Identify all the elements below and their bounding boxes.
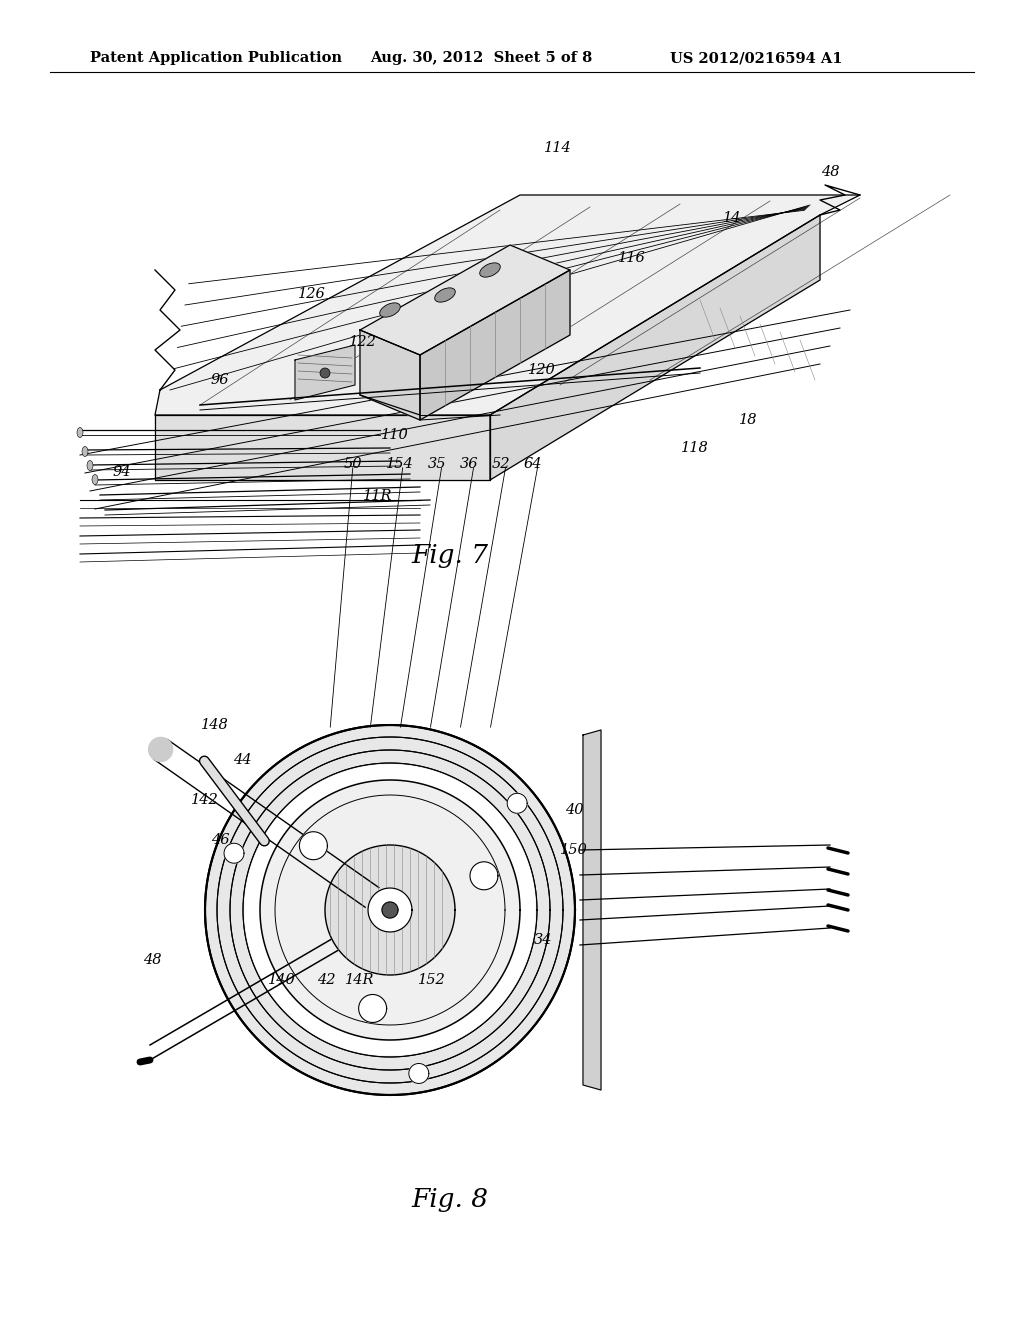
Text: 42: 42 <box>316 973 335 987</box>
Text: 35: 35 <box>428 457 446 471</box>
Ellipse shape <box>87 461 93 470</box>
Ellipse shape <box>435 288 456 302</box>
Polygon shape <box>420 271 570 420</box>
Text: 142: 142 <box>191 793 219 807</box>
Polygon shape <box>507 793 527 813</box>
Polygon shape <box>470 862 498 890</box>
Ellipse shape <box>380 302 400 317</box>
Text: Patent Application Publication: Patent Application Publication <box>90 51 342 65</box>
Text: 34: 34 <box>534 933 552 946</box>
Polygon shape <box>368 888 412 932</box>
Polygon shape <box>325 845 455 975</box>
Text: 40: 40 <box>565 803 584 817</box>
Polygon shape <box>382 902 398 917</box>
Text: 48: 48 <box>821 165 840 180</box>
Polygon shape <box>409 1064 429 1084</box>
Text: 11R: 11R <box>364 488 393 503</box>
Polygon shape <box>205 725 575 1096</box>
Polygon shape <box>299 832 328 859</box>
Text: 152: 152 <box>418 973 445 987</box>
Polygon shape <box>260 780 520 1040</box>
Text: US 2012/0216594 A1: US 2012/0216594 A1 <box>670 51 843 65</box>
Text: 120: 120 <box>528 363 556 378</box>
Text: 110: 110 <box>381 428 409 442</box>
Text: 126: 126 <box>298 286 326 301</box>
Text: 50: 50 <box>344 457 362 471</box>
Ellipse shape <box>479 263 501 277</box>
Polygon shape <box>583 730 601 1090</box>
Text: 48: 48 <box>142 953 161 968</box>
Polygon shape <box>360 246 570 355</box>
Text: 122: 122 <box>349 335 377 348</box>
Text: Aug. 30, 2012  Sheet 5 of 8: Aug. 30, 2012 Sheet 5 of 8 <box>370 51 592 65</box>
Text: 118: 118 <box>681 441 709 455</box>
Text: Fig. 7: Fig. 7 <box>412 543 488 568</box>
Polygon shape <box>360 330 420 420</box>
Text: 96: 96 <box>211 374 229 387</box>
Polygon shape <box>148 738 173 762</box>
Text: 44: 44 <box>232 752 251 767</box>
Ellipse shape <box>77 428 83 437</box>
Ellipse shape <box>82 446 88 457</box>
Polygon shape <box>358 994 387 1023</box>
Polygon shape <box>155 195 860 414</box>
Polygon shape <box>155 414 490 480</box>
Text: 116: 116 <box>618 251 646 265</box>
Text: 18: 18 <box>738 413 758 426</box>
Polygon shape <box>490 215 820 480</box>
Polygon shape <box>224 843 244 863</box>
Text: 14: 14 <box>723 211 741 224</box>
Text: 52: 52 <box>492 457 510 471</box>
Polygon shape <box>295 345 355 400</box>
Polygon shape <box>245 766 535 1055</box>
Text: 14R: 14R <box>345 973 375 987</box>
Text: 64: 64 <box>523 457 543 471</box>
Ellipse shape <box>92 474 98 484</box>
Text: 46: 46 <box>211 833 229 847</box>
Text: Fig. 8: Fig. 8 <box>412 1188 488 1213</box>
Text: 154: 154 <box>386 457 414 471</box>
Text: 148: 148 <box>201 718 229 733</box>
Text: 94: 94 <box>113 465 131 479</box>
Text: 140: 140 <box>268 973 296 987</box>
Text: 36: 36 <box>460 457 478 471</box>
Circle shape <box>319 368 330 378</box>
Text: 114: 114 <box>544 141 571 154</box>
Text: 150: 150 <box>560 843 588 857</box>
